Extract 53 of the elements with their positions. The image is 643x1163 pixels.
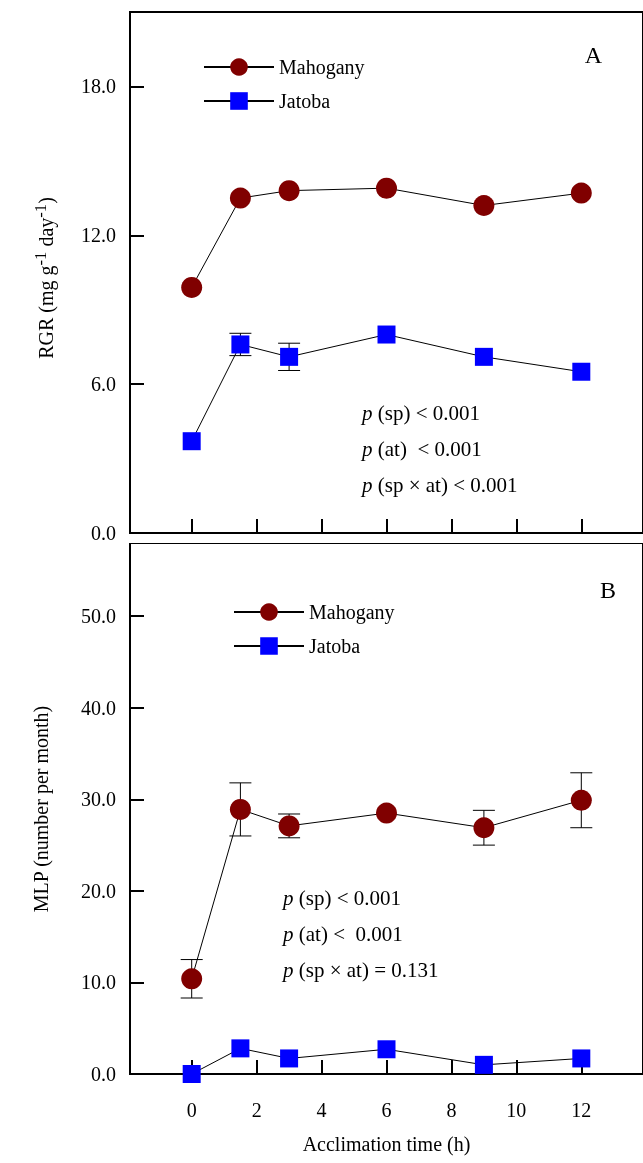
point [473, 817, 495, 839]
legend-label: Jatoba [309, 635, 361, 657]
point [376, 802, 397, 824]
point [181, 276, 203, 298]
point [572, 362, 591, 381]
annotation: p (sp) < 0.001 [360, 400, 481, 425]
point [570, 789, 592, 811]
x-tick-label: 0 [186, 1099, 197, 1121]
x-tick-label: 4 [316, 1099, 327, 1121]
x-tick-label: 2 [251, 1099, 262, 1121]
y-tick-label: 30.0 [81, 788, 116, 811]
x-axis-title: Acclimation time (h) [302, 1133, 471, 1156]
annotation: p (at) < 0.001 [281, 921, 403, 946]
point [474, 1055, 493, 1074]
point [377, 325, 396, 344]
point [229, 798, 251, 820]
point [182, 1065, 201, 1083]
legend-label: Mahogany [279, 56, 365, 79]
point [231, 1039, 250, 1058]
point [182, 432, 201, 451]
point [280, 347, 299, 366]
x-tick-label: 12 [571, 1099, 592, 1121]
point [570, 182, 592, 204]
y-tick-label: 0.0 [91, 522, 116, 544]
y-tick-label: 0.0 [91, 1063, 116, 1085]
point [474, 347, 493, 366]
annotation: p (at) < 0.001 [360, 436, 482, 461]
point [280, 1049, 299, 1068]
point [473, 195, 495, 217]
annotation: p (sp × at) = 0.131 [281, 957, 439, 982]
y-tick-label: 10.0 [81, 971, 116, 994]
point [376, 177, 397, 199]
y-tick-label: 50.0 [81, 605, 116, 628]
y-axis-title: MLP (number per month) [28, 704, 54, 914]
y-tick-label: 6.0 [91, 373, 116, 396]
point [377, 1040, 396, 1059]
annotation: p (sp × at) < 0.001 [360, 472, 518, 497]
annotation: p (sp) < 0.001 [281, 885, 402, 910]
y-tick-label: 12.0 [81, 224, 116, 247]
text: B [599, 577, 617, 603]
y-tick-label: 40.0 [81, 696, 116, 719]
point [229, 187, 251, 209]
x-tick-label: 6 [381, 1099, 392, 1121]
x-tick-label: 8 [446, 1099, 457, 1121]
legend-label: Mahogany [309, 601, 395, 624]
text: A [584, 42, 603, 68]
point [278, 180, 300, 202]
point [572, 1049, 591, 1068]
legend-label: Jatoba [279, 90, 331, 112]
y-tick-label: 18.0 [81, 75, 116, 98]
x-tick-label: 10 [506, 1099, 527, 1121]
point [181, 968, 203, 990]
y-tick-label: 20.0 [81, 879, 116, 902]
